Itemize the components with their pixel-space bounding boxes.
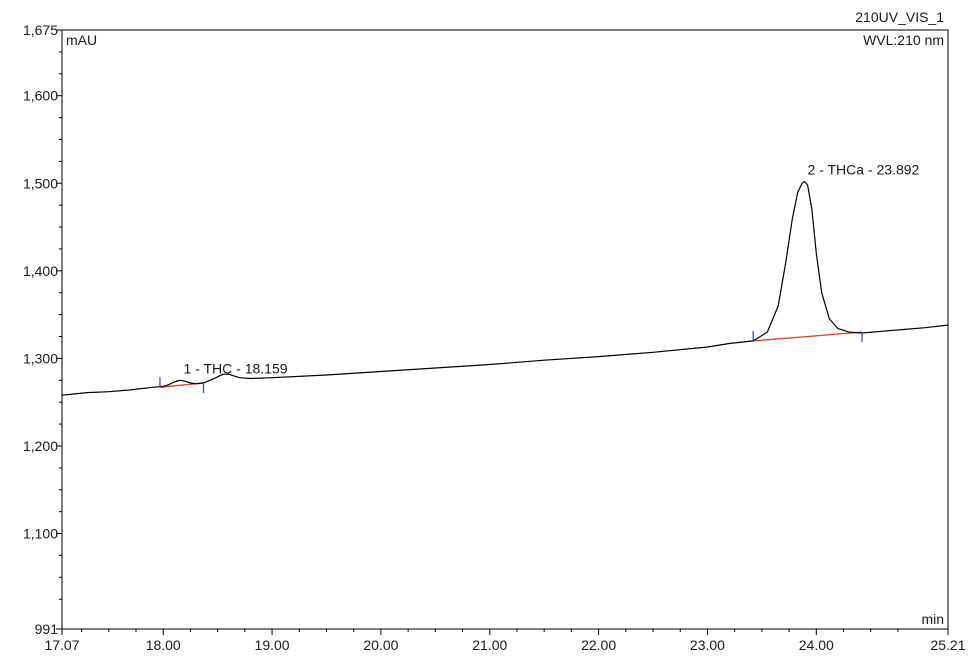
signal-trace	[61, 180, 949, 396]
title-line-2: WVL:210 nm	[863, 32, 944, 48]
y-tick-label: 1,600	[23, 88, 58, 104]
y-tick-label: 1,300	[23, 350, 58, 366]
y-tick-label: 991	[35, 621, 59, 637]
plot-frame	[61, 29, 949, 630]
peak-labels: 1 - THC - 18.159 2 - THCa - 23.892	[184, 162, 920, 377]
baseline-segment	[753, 331, 863, 342]
y-tick-label: 1,400	[23, 263, 58, 279]
y-axis-unit-label: mAU	[66, 32, 97, 48]
y-axis: 991 1,100 1,200 1,300 1,400 1,500 1,600 1,675	[23, 22, 62, 637]
x-tick-label: 17.07	[44, 637, 79, 653]
x-tick-label: 24.00	[799, 637, 834, 653]
x-tick-label: 20.00	[363, 637, 398, 653]
y-tick-label: 1,100	[23, 526, 58, 542]
y-tick-label: 1,200	[23, 438, 58, 454]
x-tick-label: 19.00	[255, 637, 290, 653]
y-tick-label: 1,500	[23, 175, 58, 191]
x-tick-label: 18.00	[146, 637, 181, 653]
x-axis: 17.07 18.00 19.00 20.00 21.00 22.00 23.00 24.00…	[44, 629, 966, 653]
x-tick-label: 25.21	[930, 637, 965, 653]
x-tick-label: 22.00	[581, 637, 616, 653]
x-tick-label: 23.00	[690, 637, 725, 653]
integration-markers	[159, 330, 863, 393]
series-group	[61, 180, 949, 396]
x-axis-unit-label: min	[921, 611, 944, 627]
peak-label: 2 - THCa - 23.892	[808, 162, 920, 178]
title-line-1: 210UV_VIS_1	[855, 9, 944, 25]
x-tick-label: 21.00	[472, 637, 507, 653]
peak-label: 1 - THC - 18.159	[184, 360, 288, 376]
y-tick-label: 1,675	[23, 22, 58, 38]
